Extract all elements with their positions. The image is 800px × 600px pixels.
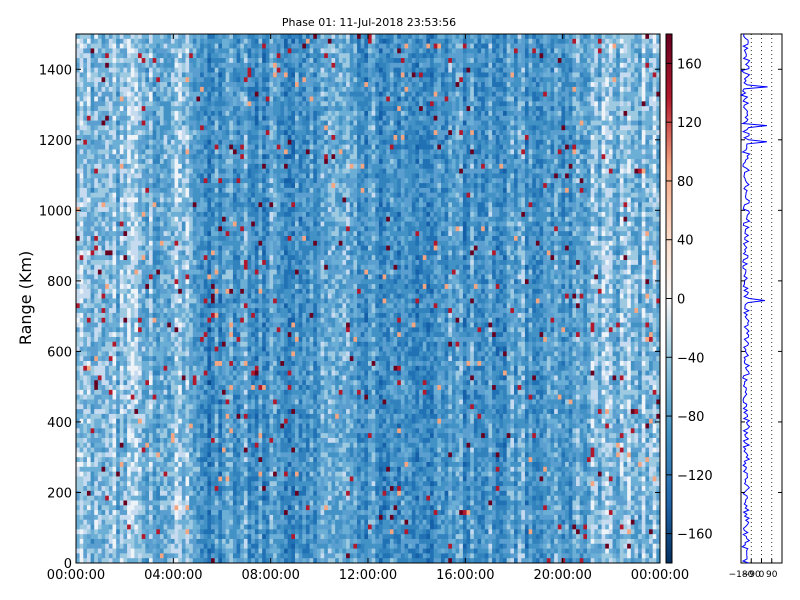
heatmap-cells: [76, 34, 661, 564]
y-tick-label: 800: [47, 275, 72, 290]
colorbar-tick-label: 0: [677, 293, 685, 308]
y-tick-label: 400: [47, 416, 72, 431]
colorbar-tick-label: 120: [677, 116, 702, 131]
colorbar-ticks: −160 −120 −80 −40 0 40 80 120 160: [666, 57, 713, 543]
colorbar-tick-label: 80: [677, 175, 694, 190]
x-tick-label: 12:00:00: [339, 568, 397, 583]
profile-x-tick-label: 0: [759, 570, 765, 580]
x-tick-label: 00:00:00: [631, 568, 689, 583]
profile-x-ticks: −180−900 90: [729, 559, 778, 580]
x-tick-label: 00:00:00: [47, 568, 105, 583]
colorbar-tick-label: 160: [677, 57, 702, 72]
colorbar-tick-label: −80: [677, 410, 704, 425]
x-tick-label: 04:00:00: [144, 568, 202, 583]
y-tick-label: 600: [47, 345, 72, 360]
colorbar-tick-label: −120: [677, 469, 713, 484]
x-tick-label: 16:00:00: [436, 568, 494, 583]
y-tick-label: 1200: [39, 134, 72, 149]
colorbar-tick-label: 40: [677, 234, 694, 249]
colorbar-tick-label: −160: [677, 528, 713, 543]
y-tick-label: 1400: [39, 63, 72, 78]
y-tick-label: 0: [64, 557, 72, 572]
profile-y-ticks: [741, 68, 782, 564]
profile-x-tick-label: 90: [766, 570, 778, 580]
heatmap-y-ticks: 0 200 400 600 800 1000 1200 1400: [39, 63, 660, 572]
chart-title: Phase 01: 11-Jul-2018 23:53:56: [282, 16, 456, 29]
colorbar-tick-label: −40: [677, 351, 704, 366]
profile-x-tick-label: −90: [742, 570, 761, 580]
heatmap-x-ticks: 00:00:00 04:00:00 08:00:00 12:00:00 16:00:00…: [47, 34, 689, 583]
profile-x-tick-label: −180: [729, 570, 754, 580]
x-tick-label: 20:00:00: [533, 568, 591, 583]
y-tick-label: 1000: [39, 204, 72, 219]
profile-line: [739, 33, 768, 564]
x-tick-label: 08:00:00: [241, 568, 299, 583]
y-tick-label: 200: [47, 486, 72, 501]
y-axis-label: Range (Km): [16, 251, 35, 345]
